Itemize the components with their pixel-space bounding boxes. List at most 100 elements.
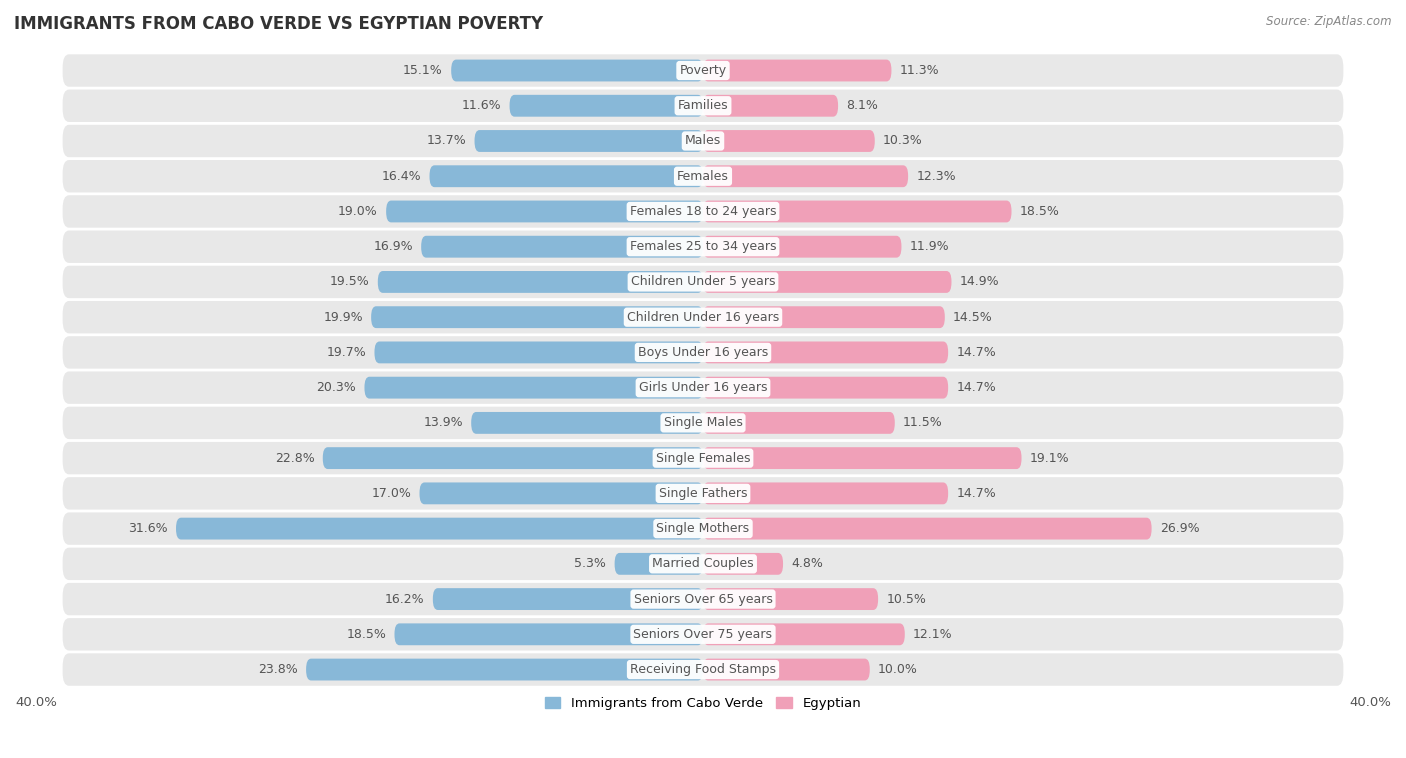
Text: Girls Under 16 years: Girls Under 16 years <box>638 381 768 394</box>
FancyBboxPatch shape <box>703 412 894 434</box>
FancyBboxPatch shape <box>63 547 1343 580</box>
Text: 16.4%: 16.4% <box>381 170 422 183</box>
Text: 18.5%: 18.5% <box>346 628 387 641</box>
FancyBboxPatch shape <box>387 201 703 222</box>
FancyBboxPatch shape <box>63 512 1343 545</box>
Text: IMMIGRANTS FROM CABO VERDE VS EGYPTIAN POVERTY: IMMIGRANTS FROM CABO VERDE VS EGYPTIAN P… <box>14 15 543 33</box>
FancyBboxPatch shape <box>703 623 905 645</box>
FancyBboxPatch shape <box>509 95 703 117</box>
FancyBboxPatch shape <box>63 160 1343 193</box>
Text: 12.1%: 12.1% <box>912 628 953 641</box>
Text: 20.3%: 20.3% <box>316 381 356 394</box>
FancyBboxPatch shape <box>323 447 703 469</box>
Text: 10.3%: 10.3% <box>883 134 922 148</box>
Text: 8.1%: 8.1% <box>846 99 879 112</box>
FancyBboxPatch shape <box>429 165 703 187</box>
FancyBboxPatch shape <box>614 553 703 575</box>
Text: 5.3%: 5.3% <box>575 557 606 570</box>
Text: Single Females: Single Females <box>655 452 751 465</box>
FancyBboxPatch shape <box>703 271 952 293</box>
Text: Poverty: Poverty <box>679 64 727 77</box>
FancyBboxPatch shape <box>63 89 1343 122</box>
FancyBboxPatch shape <box>703 60 891 81</box>
FancyBboxPatch shape <box>451 60 703 81</box>
Text: Females: Females <box>678 170 728 183</box>
FancyBboxPatch shape <box>63 583 1343 615</box>
Text: Families: Families <box>678 99 728 112</box>
FancyBboxPatch shape <box>475 130 703 152</box>
FancyBboxPatch shape <box>703 342 948 363</box>
Text: 10.5%: 10.5% <box>886 593 927 606</box>
Text: 14.9%: 14.9% <box>960 275 1000 289</box>
Text: 19.7%: 19.7% <box>326 346 366 359</box>
Text: 11.5%: 11.5% <box>903 416 943 429</box>
FancyBboxPatch shape <box>703 236 901 258</box>
Text: 19.1%: 19.1% <box>1029 452 1070 465</box>
Text: 11.9%: 11.9% <box>910 240 949 253</box>
Text: 22.8%: 22.8% <box>274 452 315 465</box>
FancyBboxPatch shape <box>395 623 703 645</box>
Text: 26.9%: 26.9% <box>1160 522 1199 535</box>
Text: Children Under 16 years: Children Under 16 years <box>627 311 779 324</box>
FancyBboxPatch shape <box>307 659 703 681</box>
FancyBboxPatch shape <box>471 412 703 434</box>
FancyBboxPatch shape <box>63 653 1343 686</box>
Text: 14.7%: 14.7% <box>956 346 997 359</box>
Text: 19.5%: 19.5% <box>330 275 370 289</box>
Text: 13.9%: 13.9% <box>423 416 463 429</box>
Text: Single Males: Single Males <box>664 416 742 429</box>
Text: Boys Under 16 years: Boys Under 16 years <box>638 346 768 359</box>
Text: Source: ZipAtlas.com: Source: ZipAtlas.com <box>1267 15 1392 28</box>
FancyBboxPatch shape <box>703 518 1152 540</box>
FancyBboxPatch shape <box>703 482 948 504</box>
Text: 19.9%: 19.9% <box>323 311 363 324</box>
FancyBboxPatch shape <box>703 659 870 681</box>
FancyBboxPatch shape <box>703 130 875 152</box>
Text: Females 18 to 24 years: Females 18 to 24 years <box>630 205 776 218</box>
FancyBboxPatch shape <box>63 371 1343 404</box>
FancyBboxPatch shape <box>63 442 1343 475</box>
Text: 23.8%: 23.8% <box>259 663 298 676</box>
FancyBboxPatch shape <box>419 482 703 504</box>
Text: Males: Males <box>685 134 721 148</box>
Text: Females 25 to 34 years: Females 25 to 34 years <box>630 240 776 253</box>
Text: 12.3%: 12.3% <box>917 170 956 183</box>
Text: 16.2%: 16.2% <box>385 593 425 606</box>
Text: 14.7%: 14.7% <box>956 381 997 394</box>
FancyBboxPatch shape <box>703 377 948 399</box>
FancyBboxPatch shape <box>378 271 703 293</box>
FancyBboxPatch shape <box>63 477 1343 509</box>
Text: Single Fathers: Single Fathers <box>659 487 747 500</box>
FancyBboxPatch shape <box>63 230 1343 263</box>
FancyBboxPatch shape <box>63 125 1343 157</box>
FancyBboxPatch shape <box>703 553 783 575</box>
FancyBboxPatch shape <box>364 377 703 399</box>
FancyBboxPatch shape <box>703 165 908 187</box>
Text: 17.0%: 17.0% <box>371 487 411 500</box>
Text: 11.3%: 11.3% <box>900 64 939 77</box>
FancyBboxPatch shape <box>703 588 879 610</box>
Text: 16.9%: 16.9% <box>373 240 413 253</box>
FancyBboxPatch shape <box>63 55 1343 86</box>
FancyBboxPatch shape <box>703 306 945 328</box>
FancyBboxPatch shape <box>63 266 1343 298</box>
Text: 19.0%: 19.0% <box>337 205 378 218</box>
Text: Receiving Food Stamps: Receiving Food Stamps <box>630 663 776 676</box>
Text: Seniors Over 65 years: Seniors Over 65 years <box>634 593 772 606</box>
FancyBboxPatch shape <box>63 407 1343 439</box>
Text: 14.5%: 14.5% <box>953 311 993 324</box>
FancyBboxPatch shape <box>176 518 703 540</box>
FancyBboxPatch shape <box>422 236 703 258</box>
FancyBboxPatch shape <box>63 618 1343 650</box>
Text: 4.8%: 4.8% <box>792 557 824 570</box>
FancyBboxPatch shape <box>703 95 838 117</box>
FancyBboxPatch shape <box>703 447 1022 469</box>
Text: Seniors Over 75 years: Seniors Over 75 years <box>634 628 772 641</box>
FancyBboxPatch shape <box>433 588 703 610</box>
FancyBboxPatch shape <box>703 201 1011 222</box>
Text: 11.6%: 11.6% <box>461 99 501 112</box>
Text: 10.0%: 10.0% <box>879 663 918 676</box>
FancyBboxPatch shape <box>371 306 703 328</box>
FancyBboxPatch shape <box>63 196 1343 227</box>
Text: 15.1%: 15.1% <box>404 64 443 77</box>
